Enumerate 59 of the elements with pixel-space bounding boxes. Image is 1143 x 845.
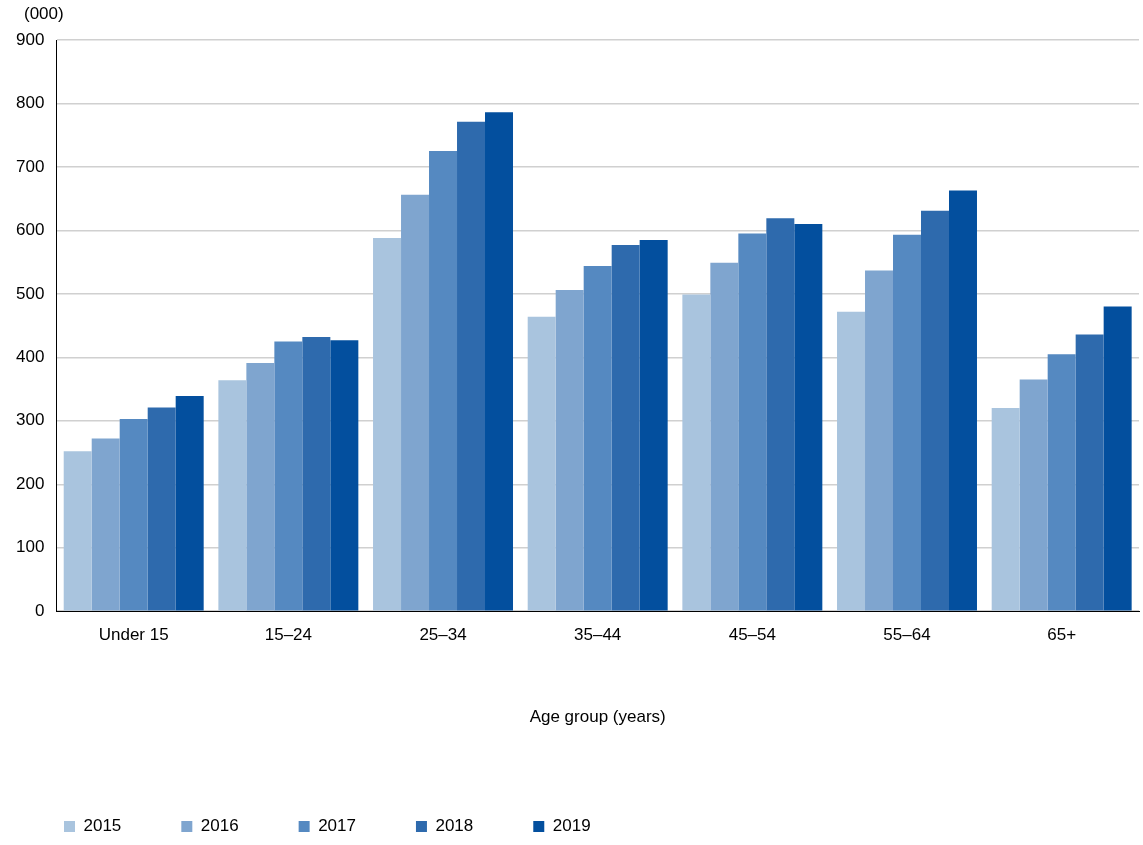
bar	[837, 311, 866, 611]
bar	[865, 270, 894, 611]
x-tick-label: 15–24	[264, 625, 312, 645]
bar	[639, 239, 668, 611]
y-tick-label: 400	[15, 347, 45, 367]
x-tick-label: Under 15	[98, 625, 169, 645]
bar	[991, 408, 1020, 611]
bar	[949, 190, 977, 611]
legend-label: 2015	[83, 816, 122, 836]
y-tick-label: 100	[15, 537, 45, 557]
y-tick-label: 600	[15, 220, 45, 240]
x-tick-label: 55–64	[883, 625, 931, 645]
y-tick-label: 800	[15, 93, 45, 113]
bar	[1047, 354, 1076, 611]
x-tick-label: 35–44	[574, 625, 622, 645]
bar	[794, 224, 823, 611]
bar	[119, 418, 148, 611]
bar	[302, 337, 331, 611]
bar	[682, 294, 711, 611]
bar	[710, 262, 739, 611]
bar	[429, 151, 458, 611]
bar	[330, 340, 359, 611]
bar	[485, 112, 513, 611]
bar	[457, 121, 486, 611]
x-tick-label: 45–54	[728, 625, 776, 645]
bar	[583, 265, 612, 611]
bar	[766, 218, 795, 611]
y-tick-label: 300	[15, 410, 45, 430]
y-tick-label: 500	[15, 283, 45, 303]
bar	[555, 290, 584, 611]
x-tick-label: 25–34	[419, 625, 467, 645]
bar	[893, 234, 921, 611]
y-tick-label: 0	[34, 600, 45, 620]
bar	[218, 380, 247, 611]
bar	[1075, 334, 1104, 611]
legend-label: 2018	[435, 816, 474, 836]
legend-label: 2017	[318, 816, 356, 836]
x-axis-title: Age group (years)	[529, 707, 666, 727]
y-tick-label: 900	[15, 29, 45, 49]
legend-label: 2016	[200, 816, 239, 836]
bar	[373, 238, 402, 611]
y-tick-label: 200	[15, 473, 45, 493]
y-axis-title: (000)	[24, 4, 64, 24]
y-tick-label: 700	[15, 156, 45, 176]
legend-label: 2019	[552, 816, 591, 836]
bar	[401, 194, 430, 611]
bar	[527, 316, 556, 611]
bar	[921, 210, 949, 611]
bar	[175, 396, 204, 611]
bar	[611, 245, 640, 611]
bar	[91, 438, 120, 611]
bar	[63, 451, 92, 611]
bar	[147, 407, 176, 611]
bar	[274, 341, 303, 611]
bar	[738, 233, 767, 611]
bar	[1019, 379, 1048, 611]
bar	[246, 363, 275, 611]
bar	[1103, 306, 1132, 611]
x-tick-label: 65+	[1047, 625, 1077, 645]
